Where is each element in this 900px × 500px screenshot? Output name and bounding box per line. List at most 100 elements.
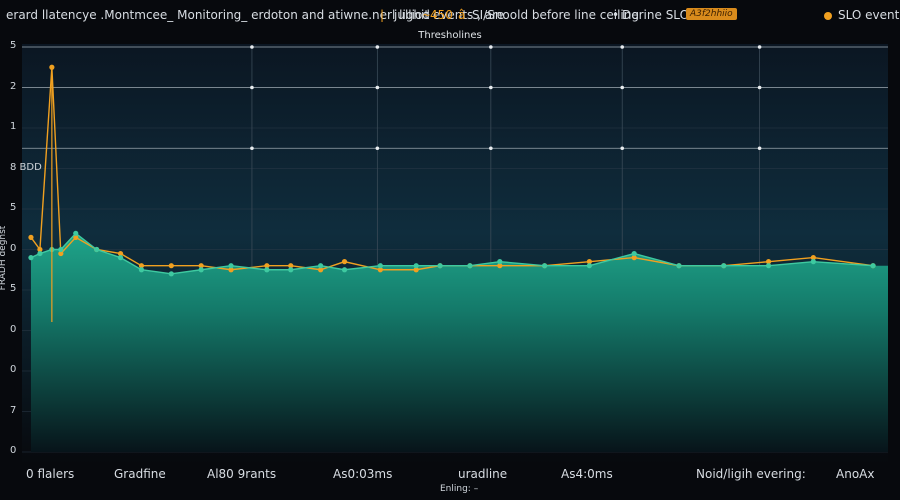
threshold-marker xyxy=(757,85,762,90)
legend-item-450[interactable]: ̴450 xyxy=(430,8,453,22)
data-point xyxy=(810,259,816,265)
data-point xyxy=(58,246,64,253)
data-point xyxy=(765,259,772,265)
chart-header: erard llatencye .Montmcee_ Monitoring_ e… xyxy=(0,0,900,28)
data-point xyxy=(168,263,174,269)
separator-mark: | xyxy=(380,8,385,22)
data-point xyxy=(541,263,548,269)
data-point xyxy=(721,263,727,269)
y-tick-label: 0 xyxy=(10,323,17,335)
data-point xyxy=(318,263,324,269)
series-line-1 xyxy=(30,232,874,275)
data-point xyxy=(94,246,100,253)
data-point xyxy=(413,267,419,273)
data-point xyxy=(264,267,270,273)
data-point xyxy=(138,267,145,273)
data-point xyxy=(341,259,348,265)
data-point xyxy=(228,263,234,269)
data-point xyxy=(586,263,592,269)
x-tick-label: As0:03ms xyxy=(333,467,393,481)
data-point xyxy=(264,263,270,269)
data-point xyxy=(676,263,682,269)
x-tick-label: 0 flalers xyxy=(26,467,75,481)
legend-item-julliod[interactable]: julliod xyxy=(394,8,430,22)
y-tick-label: 0 xyxy=(10,364,17,375)
y-tick-label: 8 BDD xyxy=(10,161,42,173)
threshold-marker xyxy=(375,146,380,151)
area-fill xyxy=(30,233,889,452)
y-tick-label: 0 xyxy=(10,445,17,456)
data-point xyxy=(288,267,294,273)
status-badge: A3f2hhiio xyxy=(686,8,737,20)
x-axis-label: Enling: – xyxy=(440,484,479,494)
x-tick-label: AnoAx xyxy=(836,467,875,481)
bullet-icon: • xyxy=(612,8,620,22)
data-point xyxy=(117,255,124,261)
data-point xyxy=(28,255,34,261)
data-point xyxy=(288,263,294,269)
data-point xyxy=(765,263,772,269)
warning-icon: â xyxy=(458,8,466,22)
data-point xyxy=(870,263,876,269)
threshold-marker xyxy=(757,146,762,151)
data-point xyxy=(631,250,637,257)
data-point xyxy=(631,255,637,261)
y-axis-label: FRADH deghst xyxy=(0,225,8,291)
y-tick-label: 0 xyxy=(10,242,17,254)
data-point xyxy=(58,250,64,257)
threshold-marker xyxy=(489,85,493,90)
data-point xyxy=(810,255,816,261)
threshold-marker xyxy=(620,45,625,49)
data-point xyxy=(437,263,443,269)
threshold-marker xyxy=(620,146,625,151)
data-point xyxy=(198,263,204,269)
series-group xyxy=(28,64,876,322)
threshold-marker xyxy=(757,45,762,49)
data-point xyxy=(37,250,43,257)
data-point xyxy=(497,259,503,265)
data-point xyxy=(377,267,383,273)
y-tick-label: 5 xyxy=(10,40,17,51)
series-line-0 xyxy=(30,67,874,271)
data-point xyxy=(377,263,383,269)
threshold-marker xyxy=(250,45,254,49)
data-point xyxy=(318,267,324,273)
threshold-marker xyxy=(250,146,254,151)
data-point xyxy=(413,263,419,269)
threshold-marker xyxy=(375,45,380,49)
threshold-lines xyxy=(22,45,888,151)
slo-events-dot-icon xyxy=(824,12,832,20)
data-point xyxy=(586,259,592,265)
threshold-marker xyxy=(489,45,493,49)
data-point xyxy=(497,263,503,269)
data-point xyxy=(198,267,204,273)
x-tick-label: uradline xyxy=(458,467,508,481)
threshold-marker xyxy=(620,85,625,90)
data-point xyxy=(117,250,124,257)
chart-subtitle: Thresholines xyxy=(418,30,482,41)
y-tick-label: 1 xyxy=(10,121,17,132)
data-point xyxy=(341,267,348,273)
threshold-marker xyxy=(375,85,380,90)
legend-item-derine-slo[interactable]: Derine SLO xyxy=(622,8,690,22)
data-point xyxy=(28,234,34,240)
y-tick-label: 2 xyxy=(10,80,17,92)
data-point xyxy=(228,267,234,273)
data-point xyxy=(168,271,174,277)
threshold-marker xyxy=(250,85,254,90)
x-tick-label: As4:0ms xyxy=(561,467,613,481)
data-point xyxy=(73,234,79,240)
legend-item-snoold[interactable]: SI/Snoold before line ceiling xyxy=(472,8,639,22)
data-point xyxy=(73,230,79,236)
data-point xyxy=(467,263,473,269)
data-point xyxy=(37,246,43,253)
x-tick-label: Noid/ligih evering: xyxy=(696,467,806,481)
chart-title: erard llatencye .Montmcee_ Monitoring_ e… xyxy=(6,8,505,22)
legend-item-slo-events[interactable]: SLO events xyxy=(838,8,900,22)
threshold-marker xyxy=(489,146,493,151)
y-tick-label: 5 xyxy=(10,283,17,294)
y-tick-label: 7 xyxy=(10,404,17,416)
y-tick-label: 5 xyxy=(10,202,17,213)
data-point xyxy=(138,263,145,269)
